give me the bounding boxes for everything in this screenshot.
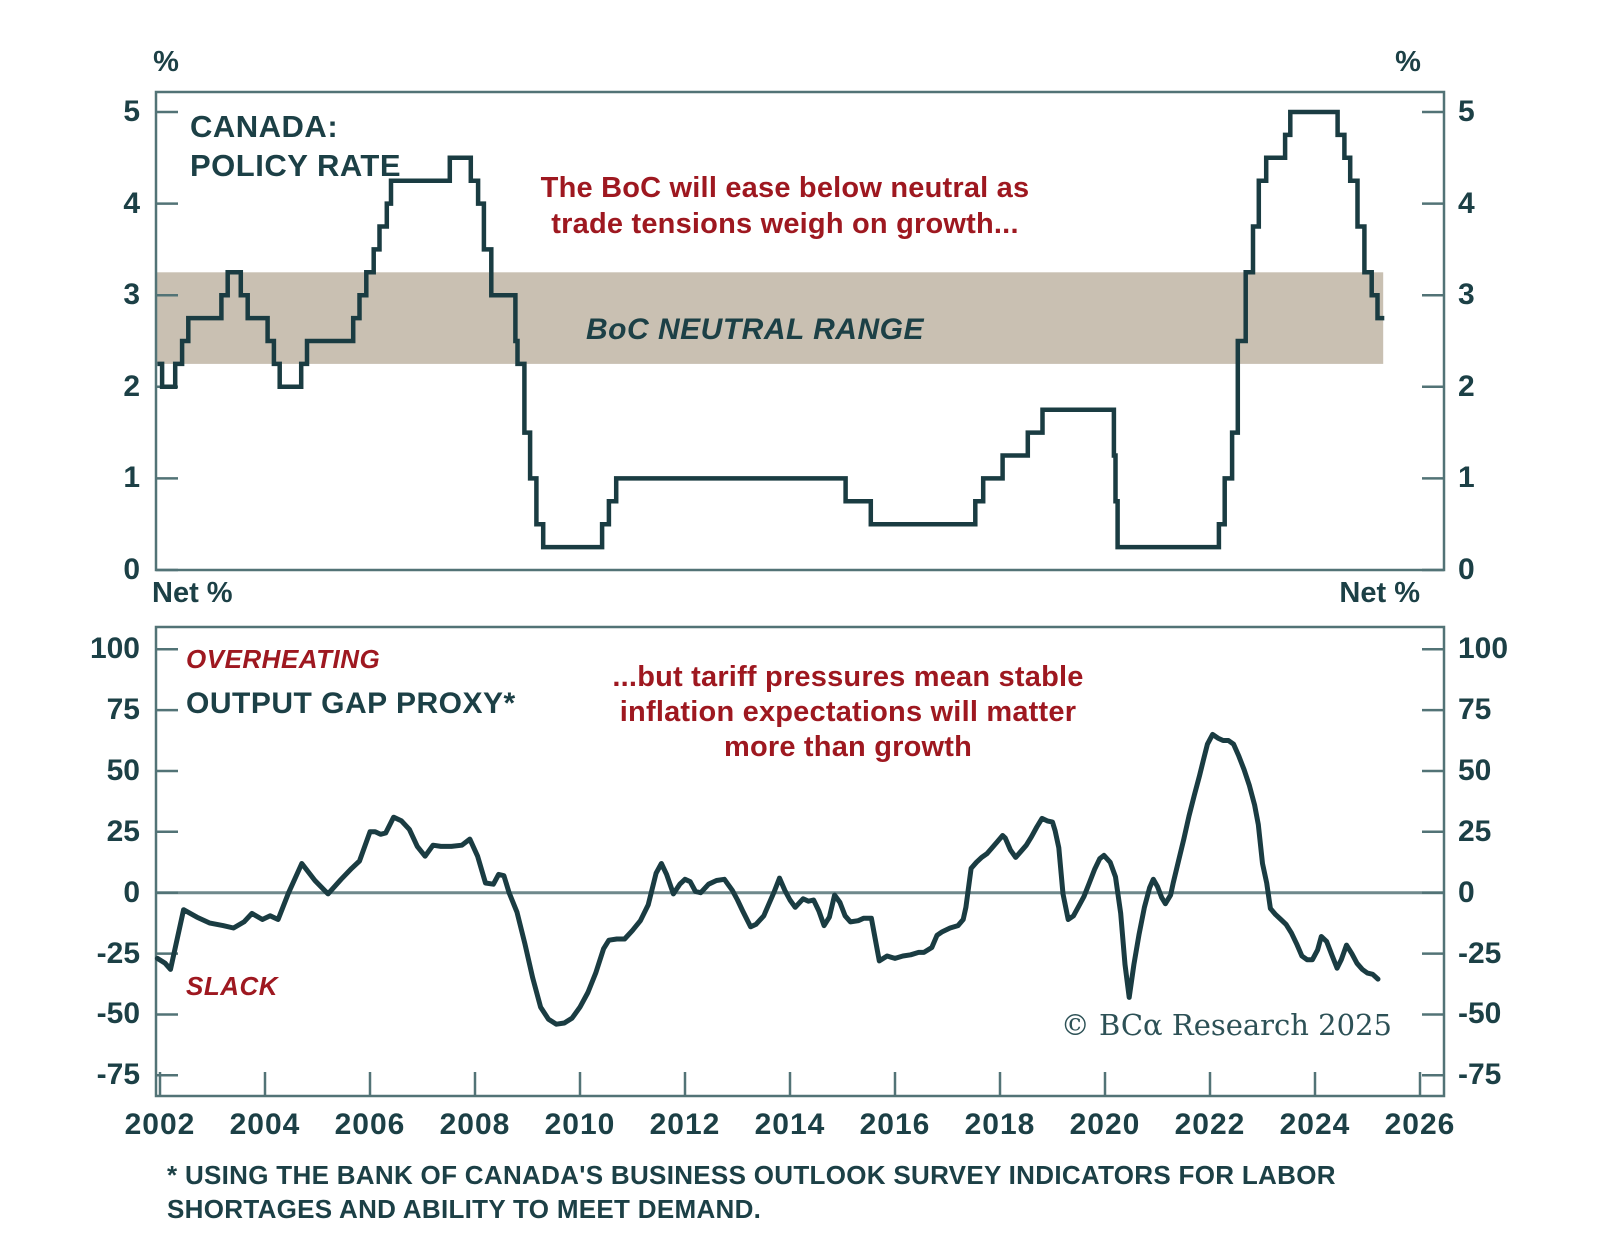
x-tick-label: 2026: [1384, 1108, 1456, 1141]
policy-y-tick-label-right: 5: [1458, 95, 1475, 128]
top-annotation-line2: trade tensions weigh on growth...: [551, 208, 1019, 240]
policy-y-tick-label-right: 3: [1458, 278, 1475, 312]
bca-research-watermark: © BCα Research 2025: [1060, 1008, 1392, 1042]
gap-y-tick-label-right: 100: [1458, 632, 1509, 666]
policy-y-tick-label-right: 0: [1458, 553, 1475, 586]
bottom-panel-title: OUTPUT GAP PROXY*: [186, 687, 516, 720]
policy-y-tick-label-left: 5: [123, 95, 140, 128]
bottom-panel-box: [154, 625, 1446, 1098]
gap-y-tick-label-left: 75: [106, 693, 140, 727]
policy-rate-line: [157, 109, 1385, 550]
top-panel-title-line2: POLICY RATE: [190, 148, 402, 183]
gap-y-tick-label-right: -75: [1458, 1058, 1502, 1092]
top-panel-title: CANADA: POLICY RATE: [190, 107, 401, 185]
x-tick-label: 2002: [124, 1108, 196, 1141]
policy-y-tick-label-left: 1: [123, 461, 140, 495]
x-tick-label: 2022: [1174, 1108, 1246, 1141]
gap-y-tick-label-right: 50: [1458, 753, 1492, 787]
bottom-annotation-line1: ...but tariff pressures mean stable: [612, 661, 1084, 693]
footnote: * USING THE BANK OF CANADA'S BUSINESS OU…: [167, 1158, 1336, 1226]
footnote-line1: * USING THE BANK OF CANADA'S BUSINESS OU…: [167, 1160, 1336, 1190]
bottom-panel-annotation: ...but tariff pressures mean stable infl…: [548, 660, 1148, 765]
x-tick-label: 2012: [649, 1108, 721, 1141]
gap-y-tick-label-left: -25: [96, 936, 140, 970]
bottom-unit-label-left: Net %: [152, 577, 233, 609]
slack-label: SLACK: [186, 971, 279, 1001]
x-tick-label: 2020: [1069, 1108, 1141, 1141]
policy-y-tick-label-right: 1: [1458, 461, 1475, 495]
policy-y-tick-label-left: 4: [123, 186, 140, 220]
policy-y-tick-label-right: 4: [1458, 186, 1475, 220]
top-panel-annotation: The BoC will ease below neutral as trade…: [485, 170, 1085, 242]
policy-y-tick-label-right: 2: [1458, 369, 1475, 403]
footnote-line2: SHORTAGES AND ABILITY TO MEET DEMAND.: [167, 1194, 762, 1224]
gap-y-tick-label-left: 0: [123, 875, 140, 909]
bottom-annotation-line3: more than growth: [723, 731, 973, 763]
x-tick-label: 2016: [859, 1108, 931, 1141]
policy-y-tick-label-left: 0: [123, 553, 140, 586]
bottom-unit-label-right: Net %: [1339, 577, 1420, 609]
top-panel-title-line1: CANADA:: [190, 109, 339, 144]
bottom-annotation-line2: inflation expectations will matter: [619, 696, 1077, 728]
output-gap-line: [154, 731, 1381, 1027]
top-unit-label-right: %: [1395, 46, 1421, 78]
overheating-label: OVERHEATING: [186, 644, 381, 674]
gap-y-tick-label-right: -50: [1458, 997, 1502, 1031]
x-tick-label: 2010: [544, 1108, 616, 1141]
gap-y-tick-label-left: 50: [106, 753, 140, 787]
gap-y-tick-label-left: 25: [106, 814, 140, 848]
x-tick-label: 2004: [229, 1108, 301, 1141]
top-annotation-line1: The BoC will ease below neutral as: [540, 172, 1030, 204]
gap-y-tick-label-left: -50: [96, 997, 140, 1031]
gap-y-tick-label-right: 75: [1458, 693, 1492, 727]
gap-y-tick-label-left: -75: [96, 1058, 140, 1092]
policy-y-tick-label-left: 3: [123, 278, 140, 312]
gap-y-tick-label-right: 0: [1458, 875, 1475, 909]
gap-y-tick-label-right: -25: [1458, 936, 1502, 970]
x-tick-label: 2014: [754, 1108, 826, 1141]
x-tick-label: 2024: [1279, 1108, 1351, 1141]
top-panel-box: [154, 90, 1446, 572]
x-tick-label: 2018: [964, 1108, 1036, 1141]
top-unit-label-left: %: [153, 46, 179, 78]
x-tick-label: 2008: [439, 1108, 511, 1141]
gap-y-tick-label-left: 100: [89, 632, 140, 666]
neutral-range-label: BoC NEUTRAL RANGE: [586, 313, 924, 346]
x-tick-label: 2006: [334, 1108, 406, 1141]
policy-y-tick-label-left: 2: [123, 369, 140, 403]
gap-y-tick-label-right: 25: [1458, 814, 1492, 848]
